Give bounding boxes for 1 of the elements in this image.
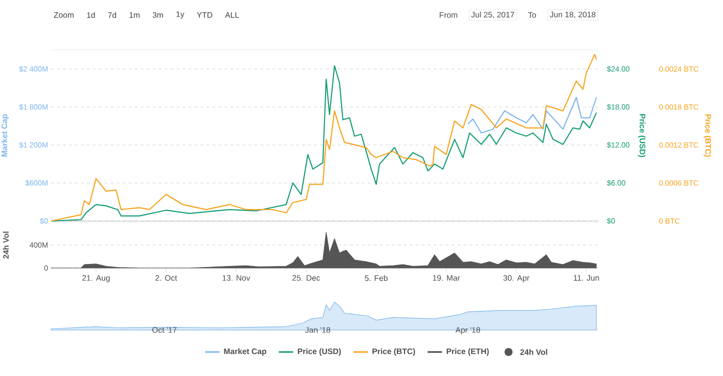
- line-series: [467, 96, 597, 134]
